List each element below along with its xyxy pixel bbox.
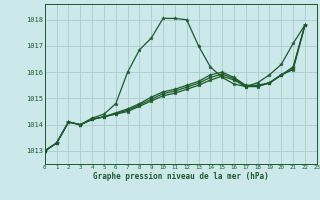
X-axis label: Graphe pression niveau de la mer (hPa): Graphe pression niveau de la mer (hPa) xyxy=(93,172,269,181)
